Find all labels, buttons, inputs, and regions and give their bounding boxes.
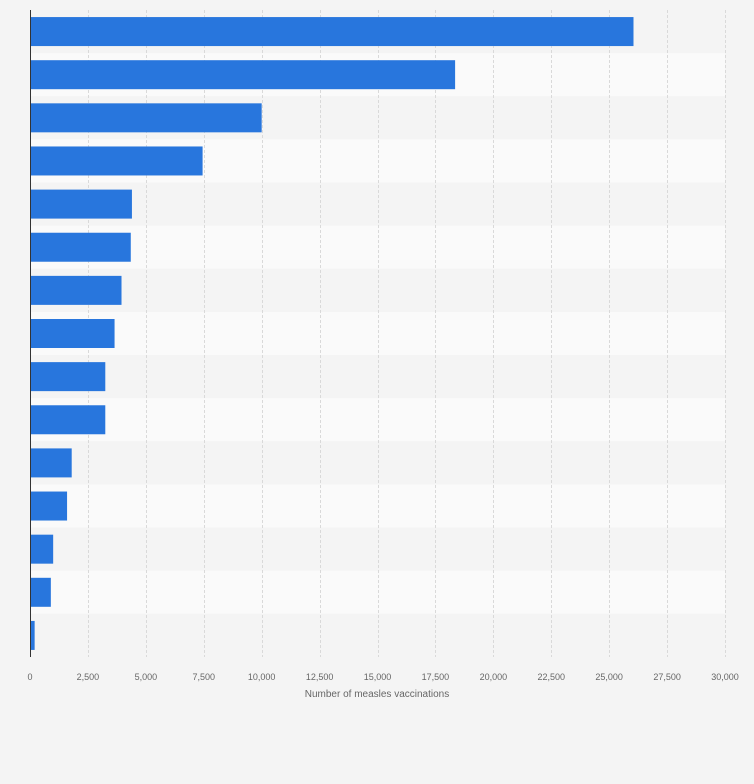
row-band [30,268,725,312]
x-tick-label: 22,500 [537,672,565,682]
bar[interactable] [30,146,203,176]
row-band [30,182,725,226]
bar[interactable] [30,232,131,262]
row-band [30,570,725,614]
x-tick-label: 15,000 [364,672,392,682]
row-band [30,613,725,657]
bar[interactable] [30,103,262,133]
x-tick-label: 17,500 [422,672,450,682]
row-band [30,484,725,528]
row-band [30,527,725,571]
x-tick-label: 27,500 [653,672,681,682]
bar[interactable] [30,405,106,435]
bar[interactable] [30,491,68,521]
x-tick-label: 12,500 [306,672,334,682]
bar[interactable] [30,448,72,478]
bar[interactable] [30,362,106,392]
x-tick-label: 5,000 [135,672,158,682]
row-band [30,441,725,485]
x-tick-label: 25,000 [595,672,623,682]
x-axis-label: Number of measles vaccinations [305,689,450,700]
bar[interactable] [30,319,115,348]
row-band [30,311,725,356]
x-tick-label: 10,000 [248,672,276,682]
bar[interactable] [30,60,456,90]
x-tick-label: 30,000 [711,672,739,682]
row-band [30,355,725,399]
bar[interactable] [30,275,122,305]
x-tick-labels: 0 2,500 5,000 7,500 10,000 12,500 15,000 17,500… [27,672,738,682]
x-tick-label: 0 [27,672,32,682]
bar[interactable] [30,17,634,47]
bars [30,17,634,650]
x-tick-label: 20,000 [480,672,508,682]
bar[interactable] [30,534,54,564]
x-tick-label: 7,500 [192,672,215,682]
x-tick-label: 2,500 [77,672,100,682]
bar[interactable] [30,577,51,607]
row-band [30,398,725,442]
row-band [30,225,725,269]
bar[interactable] [30,620,35,650]
bar[interactable] [30,189,132,219]
